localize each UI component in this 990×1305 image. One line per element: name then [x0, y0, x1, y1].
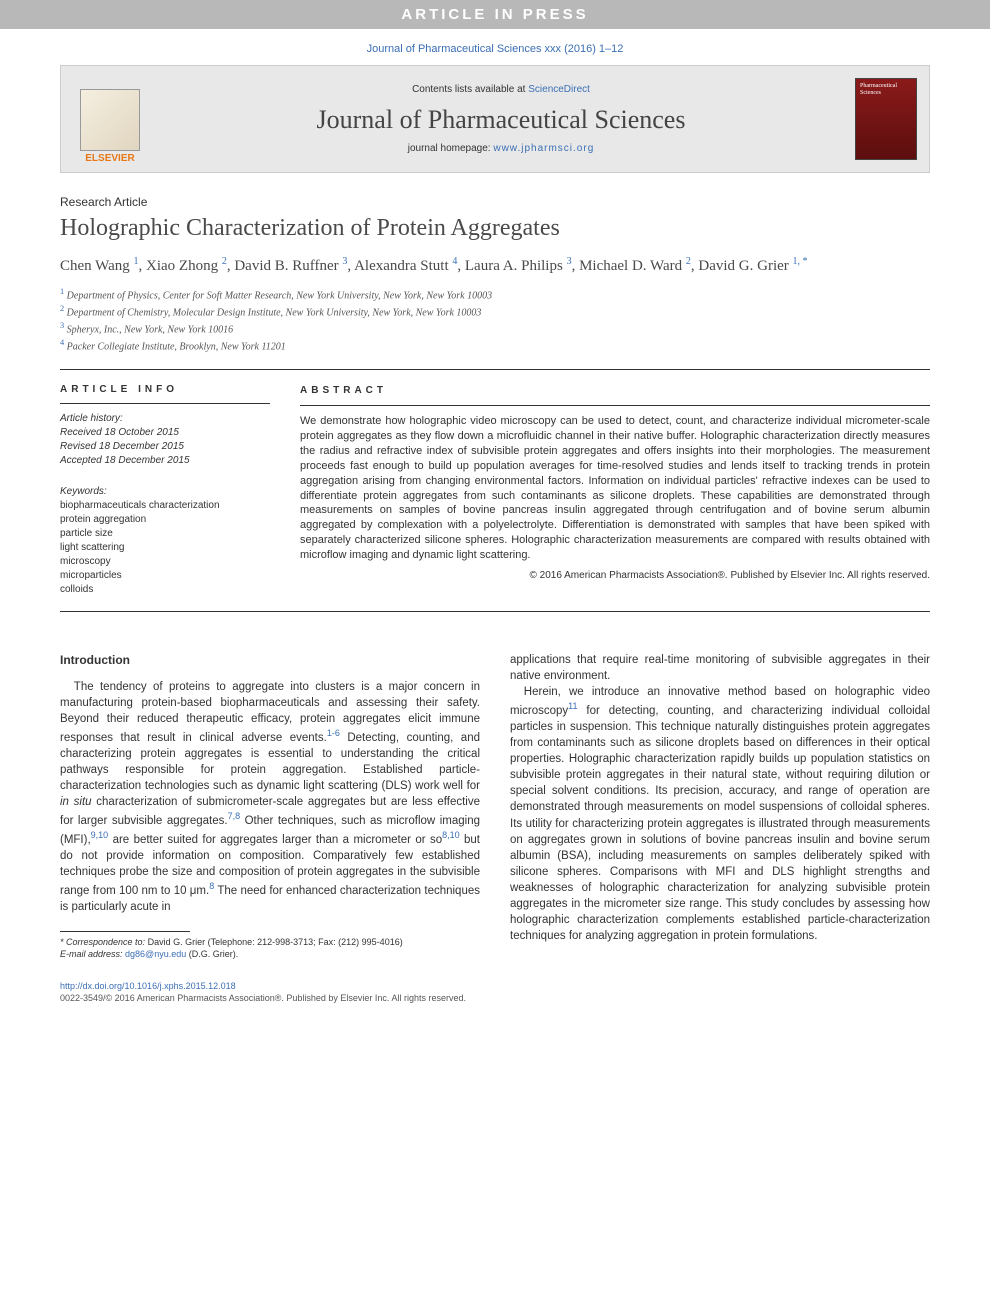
body-paragraph: Herein, we introduce an innovative metho…	[510, 684, 930, 944]
article-in-press-banner: ARTICLE IN PRESS	[0, 0, 990, 29]
email-attribution: (D.G. Grier).	[186, 949, 238, 959]
doi-link[interactable]: http://dx.doi.org/10.1016/j.xphs.2015.12…	[60, 981, 236, 991]
section-heading-introduction: Introduction	[60, 652, 480, 669]
cover-label: Pharmaceutical Sciences	[860, 83, 912, 96]
body-paragraph: The tendency of proteins to aggregate in…	[60, 679, 480, 916]
journal-homepage: journal homepage: www.jpharmsci.org	[147, 143, 855, 154]
history-received: Received 18 October 2015	[60, 426, 270, 440]
footnote-separator	[60, 931, 190, 932]
affiliations: 1 Department of Physics, Center for Soft…	[60, 286, 930, 355]
copyright: © 2016 American Pharmacists Association®…	[300, 569, 930, 583]
elsevier-label: ELSEVIER	[85, 153, 134, 164]
homepage-link[interactable]: www.jpharmsci.org	[493, 143, 594, 154]
contents-list: Contents lists available at ScienceDirec…	[147, 84, 855, 95]
homepage-prefix: journal homepage:	[408, 143, 494, 154]
email-label: E-mail address:	[60, 949, 125, 959]
keywords-list: biopharmaceuticals characterizationprote…	[60, 499, 270, 597]
article-info-sidebar: article info Article history: Received 1…	[60, 384, 270, 597]
author-list: Chen Wang 1, Xiao Zhong 2, David B. Ruff…	[60, 254, 930, 278]
journal-title: Journal of Pharmaceutical Sciences	[147, 105, 855, 135]
body-paragraph: applications that require real-time moni…	[510, 652, 930, 684]
elsevier-logo[interactable]: ELSEVIER	[73, 74, 147, 164]
email-link[interactable]: dg86@nyu.edu	[125, 949, 186, 959]
journal-cover-thumb[interactable]: Pharmaceutical Sciences	[855, 78, 917, 160]
journal-reference: Journal of Pharmaceutical Sciences xxx (…	[0, 29, 990, 65]
abstract: abstract We demonstrate how holographic …	[300, 384, 930, 597]
article-body: Introduction The tendency of proteins to…	[60, 652, 930, 961]
correspondence-label: * Correspondence to:	[60, 937, 145, 947]
footer-copyright: 0022-3549/© 2016 American Pharmacists As…	[60, 993, 930, 1003]
abstract-label: abstract	[300, 384, 930, 398]
elsevier-tree-icon	[80, 89, 140, 151]
article-info-label: article info	[60, 384, 270, 395]
journal-header: ELSEVIER Contents lists available at Sci…	[60, 65, 930, 173]
correspondence-text: David G. Grier (Telephone: 212-998-3713;…	[145, 937, 403, 947]
history-label: Article history:	[60, 412, 270, 426]
keywords-label: Keywords:	[60, 486, 270, 497]
article-title: Holographic Characterization of Protein …	[60, 215, 930, 242]
sciencedirect-link[interactable]: ScienceDirect	[528, 84, 590, 95]
history-revised: Revised 18 December 2015	[60, 440, 270, 454]
article-type: Research Article	[60, 195, 930, 209]
abstract-text: We demonstrate how holographic video mic…	[300, 414, 930, 562]
page-footer: http://dx.doi.org/10.1016/j.xphs.2015.12…	[60, 981, 930, 1003]
footnotes: * Correspondence to: David G. Grier (Tel…	[60, 936, 480, 960]
history-accepted: Accepted 18 December 2015	[60, 454, 270, 468]
contents-prefix: Contents lists available at	[412, 84, 528, 95]
